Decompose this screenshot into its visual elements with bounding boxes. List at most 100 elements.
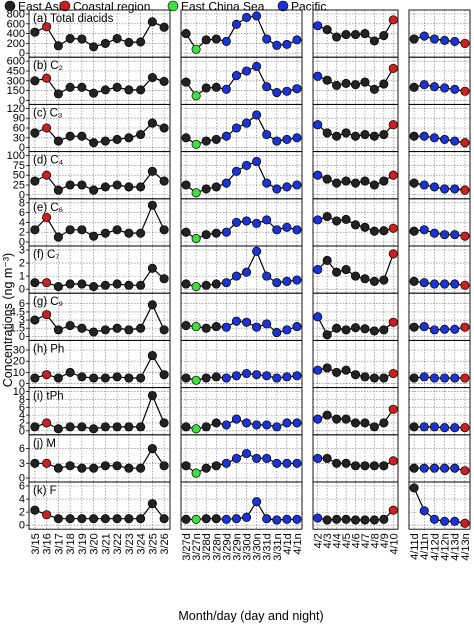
- data-point: [53, 41, 63, 51]
- data-point: [379, 226, 389, 236]
- data-point: [89, 138, 99, 148]
- panel-label: (g) C₉: [33, 296, 63, 308]
- y-tick-label: 150: [7, 85, 25, 97]
- data-point: [292, 371, 302, 381]
- data-point: [65, 320, 75, 331]
- data-point: [460, 138, 470, 148]
- data-point: [282, 86, 292, 96]
- data-point: [53, 232, 63, 242]
- y-tick-label: 600: [7, 18, 25, 30]
- data-point: [429, 514, 439, 524]
- data-point: [241, 118, 252, 128]
- data-point: [282, 372, 292, 382]
- data-point: [262, 34, 272, 44]
- data-point: [282, 39, 292, 49]
- legend-label: East China Sea: [181, 0, 265, 14]
- x-tick-label: 3/20: [89, 533, 101, 554]
- data-point: [124, 280, 134, 290]
- data-point: [201, 373, 211, 383]
- data-point: [341, 365, 351, 375]
- x-tick-label: 3/17: [53, 533, 65, 554]
- data-point: [322, 515, 332, 525]
- data-point: [159, 461, 169, 471]
- panel-label: (e) C₆: [33, 202, 64, 214]
- y-tick-label: 0: [19, 473, 25, 485]
- data-point: [112, 422, 122, 432]
- x-tick-label: 4/11n: [419, 533, 431, 560]
- data-point: [379, 31, 389, 41]
- data-point: [181, 373, 191, 383]
- panel-label: (d) C₄: [33, 155, 64, 167]
- data-point: [77, 34, 87, 44]
- data-point: [450, 136, 460, 146]
- data-point: [100, 422, 110, 432]
- panel-label: (k) F: [33, 485, 57, 497]
- data-point: [112, 372, 122, 382]
- data-point: [313, 215, 323, 225]
- panel-frame: [312, 481, 399, 530]
- y-tick-label: 0: [19, 284, 25, 296]
- data-point: [341, 514, 351, 524]
- data-point: [211, 34, 221, 44]
- data-point: [53, 282, 63, 292]
- x-tick-label: 3/22: [112, 533, 124, 554]
- x-tick-label: 3/19: [77, 533, 89, 554]
- data-point: [440, 373, 450, 383]
- data-point: [341, 128, 351, 138]
- data-point: [388, 505, 398, 515]
- data-point: [53, 136, 63, 146]
- y-tick-label: 0: [19, 378, 25, 390]
- data-point: [221, 278, 231, 288]
- y-tick-label: 25: [13, 180, 25, 192]
- data-point: [211, 82, 221, 92]
- data-point: [419, 225, 429, 235]
- data-point: [369, 226, 379, 236]
- data-point: [429, 34, 439, 44]
- data-point: [124, 228, 134, 238]
- data-point: [450, 373, 460, 383]
- data-point: [409, 483, 419, 493]
- data-point: [360, 274, 370, 284]
- data-point: [53, 514, 63, 524]
- data-point: [100, 280, 110, 290]
- data-point: [379, 79, 389, 89]
- data-point: [181, 461, 191, 471]
- data-point: [350, 30, 361, 40]
- data-point: [231, 19, 242, 29]
- data-point: [341, 214, 351, 225]
- data-point: [313, 71, 323, 81]
- data-point: [241, 267, 252, 277]
- panel-frame: [408, 481, 471, 530]
- data-point: [350, 370, 361, 380]
- data-point: [332, 178, 342, 188]
- data-point: [42, 278, 52, 288]
- data-point: [252, 218, 262, 228]
- data-point: [332, 131, 342, 141]
- data-point: [252, 11, 262, 21]
- data-point: [332, 216, 342, 226]
- data-point: [112, 323, 122, 333]
- data-point: [332, 514, 342, 524]
- y-tick-label: 30: [13, 132, 25, 144]
- data-point: [221, 420, 231, 430]
- data-point: [221, 178, 231, 188]
- data-point: [100, 514, 110, 524]
- data-point: [191, 139, 201, 149]
- data-point: [112, 279, 122, 289]
- data-point: [191, 188, 201, 198]
- y-tick-label: 10: [13, 367, 25, 379]
- data-point: [191, 44, 201, 54]
- data-point: [322, 255, 332, 266]
- data-point: [388, 15, 398, 25]
- panel-frame: [408, 292, 471, 341]
- data-point: [350, 178, 361, 188]
- data-point: [388, 249, 398, 259]
- panel-label: (h) Ph: [33, 343, 64, 355]
- data-point: [65, 514, 75, 524]
- data-point: [282, 276, 292, 286]
- data-point: [350, 271, 361, 281]
- data-point: [30, 278, 40, 288]
- y-tick-label: 2: [19, 258, 25, 270]
- data-point: [313, 120, 323, 130]
- y-tick-label: 4: [19, 494, 25, 506]
